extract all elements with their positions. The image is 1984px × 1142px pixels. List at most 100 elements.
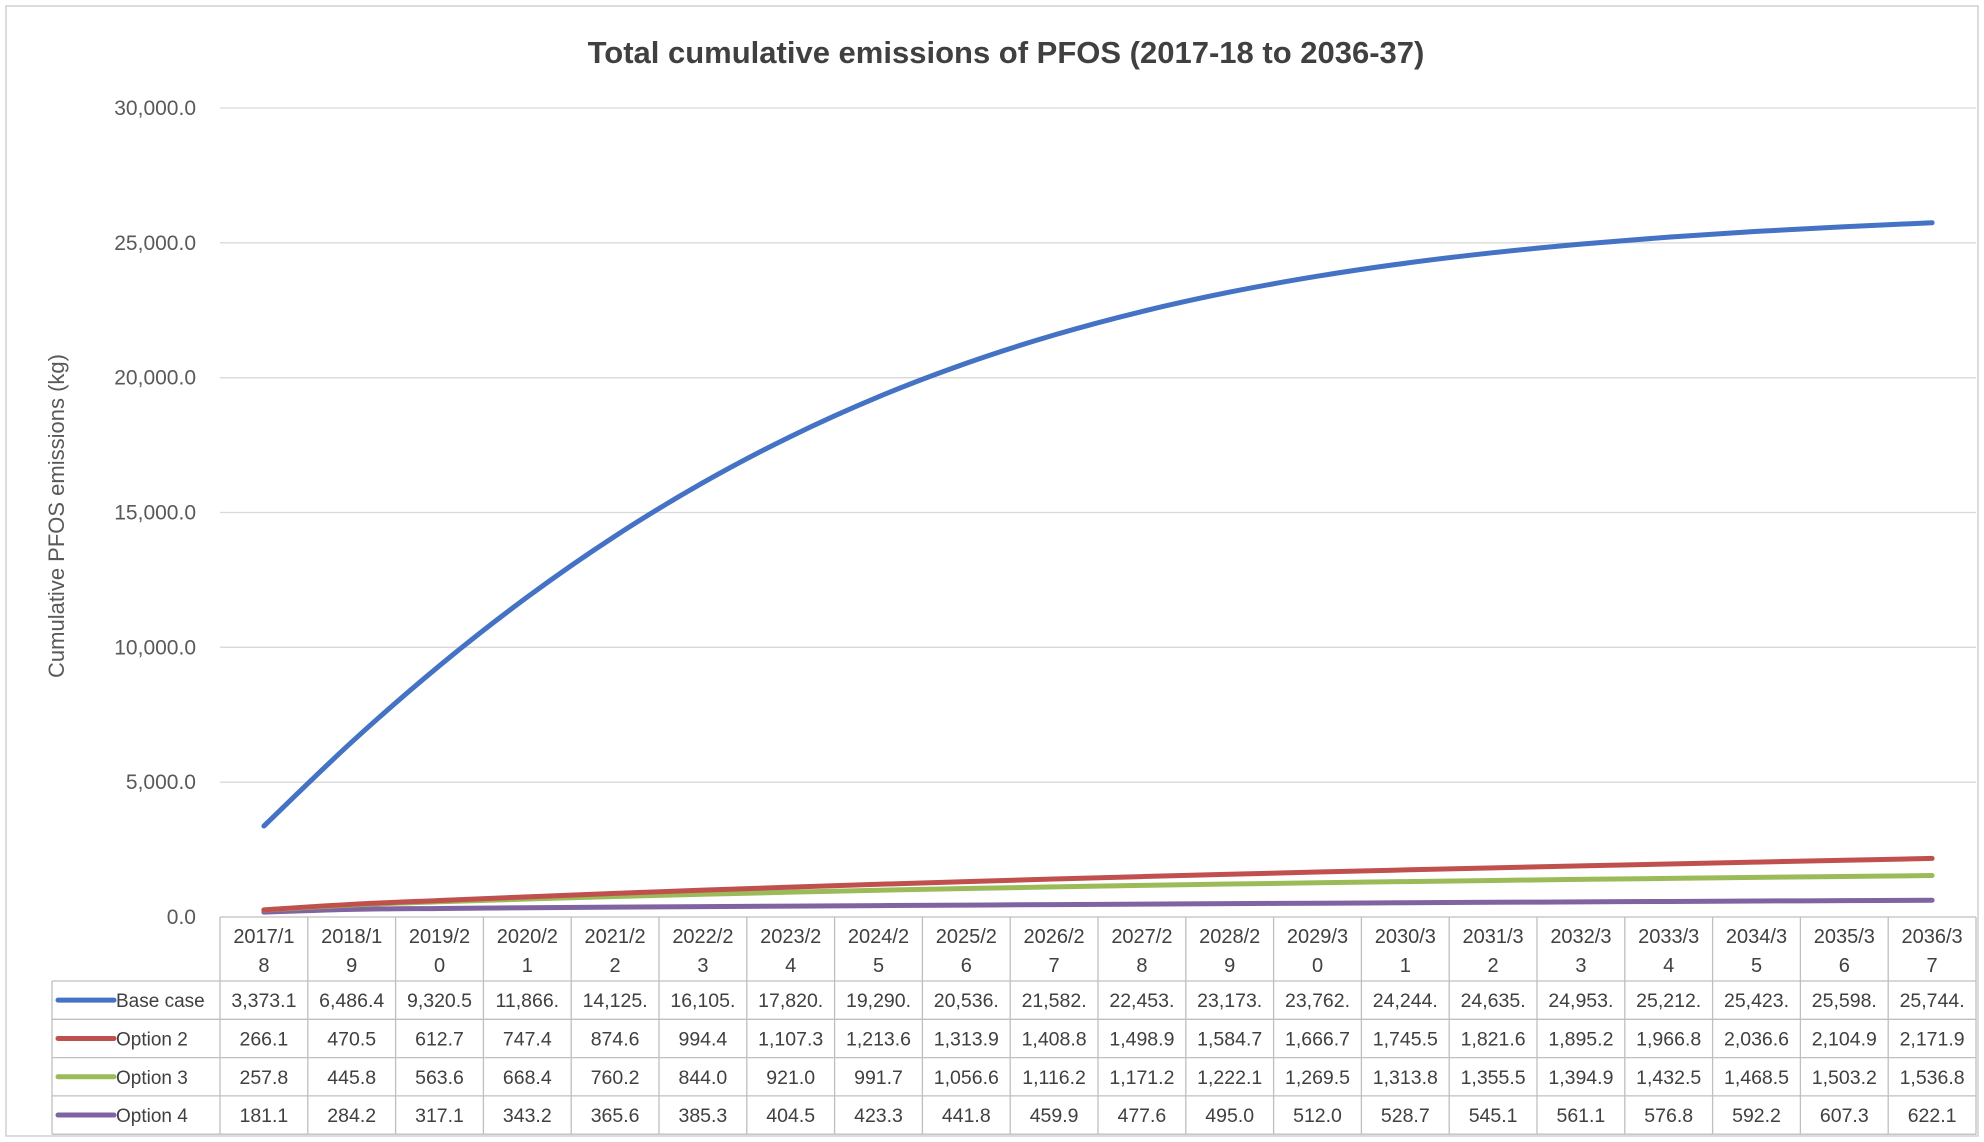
category-label: 2035/3 6 <box>1814 926 1875 977</box>
category-label-part: 2023/2 <box>760 926 821 948</box>
category-label-part: 2020/2 <box>497 926 558 948</box>
table-cell: 11,866. <box>495 990 559 1012</box>
table-cell: 317.1 <box>415 1105 464 1127</box>
table-cell: 612.7 <box>415 1028 464 1050</box>
table-cell: 24,244. <box>1373 990 1438 1012</box>
category-label: 2024/2 5 <box>848 926 909 977</box>
y-tick-label: 10,000.0 <box>114 636 196 659</box>
category-label-part: 8 <box>1136 955 1147 977</box>
category-label-part: 2030/3 <box>1375 926 1436 948</box>
legend-label: Option 2 <box>116 1029 188 1050</box>
table-cell: 14,125. <box>583 990 648 1012</box>
table-cell: 563.6 <box>415 1067 464 1089</box>
series-line <box>261 855 1935 913</box>
table-cell: 607.3 <box>1820 1105 1869 1127</box>
category-label-part: 1 <box>1400 955 1411 977</box>
y-tick-label: 20,000.0 <box>114 367 196 390</box>
series-line <box>261 220 1935 829</box>
category-label-part: 2022/2 <box>672 926 733 948</box>
category-label-part: 2018/1 <box>321 926 382 948</box>
table-cell: 1,394.9 <box>1548 1067 1613 1089</box>
category-label-part: 2036/3 <box>1902 926 1963 948</box>
table-cell: 6,486.4 <box>319 990 384 1012</box>
table-cell: 592.2 <box>1732 1105 1781 1127</box>
table-cell: 1,171.2 <box>1109 1067 1174 1089</box>
category-label-part: 9 <box>1224 955 1235 977</box>
table-cell: 385.3 <box>678 1105 727 1127</box>
table-cell: 622.1 <box>1908 1105 1957 1127</box>
y-tick-label: 0.0 <box>167 906 196 929</box>
category-label-part: 2028/2 <box>1199 926 1260 948</box>
table-cell: 24,635. <box>1461 990 1526 1012</box>
table-cell: 25,423. <box>1724 990 1789 1012</box>
table-cell: 181.1 <box>239 1105 288 1127</box>
category-label: 2017/1 8 <box>233 926 294 977</box>
category-label-part: 2 <box>1488 955 1499 977</box>
table-cell: 991.7 <box>854 1067 903 1089</box>
table-cell: 1,355.5 <box>1461 1067 1526 1089</box>
table-cell: 1,666.7 <box>1285 1028 1350 1050</box>
table-cell: 528.7 <box>1381 1105 1430 1127</box>
legend-label: Option 4 <box>116 1106 188 1127</box>
category-label-part: 5 <box>1751 955 1762 977</box>
table-cell: 25,598. <box>1812 990 1877 1012</box>
table-cell: 25,744. <box>1900 990 1965 1012</box>
table-cell: 561.1 <box>1556 1105 1605 1127</box>
table-cell: 1,503.2 <box>1812 1067 1877 1089</box>
table-cell: 1,536.8 <box>1900 1067 1965 1089</box>
category-label-part: 2019/2 <box>409 926 470 948</box>
table-cell: 1,107.3 <box>758 1028 823 1050</box>
category-label-part: 2021/2 <box>585 926 646 948</box>
table-cell: 445.8 <box>327 1067 376 1089</box>
data-table: 2017/1 8 2018/1 9 2019/2 0 2020/2 1 2021/2 2 2022/… <box>51 916 1977 1135</box>
table-cell: 257.8 <box>239 1067 288 1089</box>
table-cell: 1,116.2 <box>1022 1067 1086 1089</box>
table-cell: 23,762. <box>1285 990 1350 1012</box>
category-label: 2018/1 9 <box>321 926 382 977</box>
series-lines <box>261 220 1935 915</box>
category-label-part: 1 <box>522 955 533 977</box>
table-cell: 921.0 <box>766 1067 815 1089</box>
category-label-part: 6 <box>1839 955 1850 977</box>
category-label: 2019/2 0 <box>409 926 470 977</box>
y-tick-label: 25,000.0 <box>114 232 196 255</box>
category-label-part: 2034/3 <box>1726 926 1787 948</box>
table-cell: 844.0 <box>678 1067 727 1089</box>
category-label: 2020/2 1 <box>497 926 558 977</box>
category-label-part: 5 <box>873 955 884 977</box>
gridlines <box>220 107 1976 783</box>
category-label-part: 2017/1 <box>233 926 294 948</box>
table-cell: 1,269.5 <box>1285 1067 1350 1089</box>
category-label-part: 2 <box>610 955 621 977</box>
category-label: 2025/2 6 <box>936 926 997 977</box>
table-cell: 1,313.9 <box>934 1028 999 1050</box>
category-label-part: 2032/3 <box>1550 926 1611 948</box>
table-cell: 22,453. <box>1109 990 1174 1012</box>
series-line <box>261 897 1935 915</box>
category-label-part: 4 <box>785 955 796 977</box>
category-label: 2022/2 3 <box>672 926 733 977</box>
table-cell: 20,536. <box>934 990 999 1012</box>
category-label: 2031/3 2 <box>1463 926 1524 977</box>
table-cell: 3,373.1 <box>231 990 296 1012</box>
table-cell: 21,582. <box>1022 990 1087 1012</box>
table-cell: 441.8 <box>942 1105 991 1127</box>
category-label: 2034/3 5 <box>1726 926 1787 977</box>
category-label: 2023/2 4 <box>760 926 821 977</box>
y-axis-label: Cumulative PFOS emissions (kg) <box>44 354 69 678</box>
category-label-part: 6 <box>961 955 972 977</box>
table-cell: 477.6 <box>1117 1105 1166 1127</box>
table-cell: 495.0 <box>1205 1105 1254 1127</box>
table-cell: 1,745.5 <box>1373 1028 1438 1050</box>
table-cell: 1,498.9 <box>1109 1028 1174 1050</box>
table-cell: 25,212. <box>1636 990 1701 1012</box>
table-cell: 1,056.6 <box>934 1067 999 1089</box>
table-cell: 284.2 <box>327 1105 376 1127</box>
category-label: 2030/3 1 <box>1375 926 1436 977</box>
category-label-part: 9 <box>346 955 357 977</box>
table-cell: 760.2 <box>591 1067 640 1089</box>
category-label-part: 7 <box>1927 955 1938 977</box>
category-label-part: 4 <box>1663 955 1674 977</box>
table-cell: 512.0 <box>1293 1105 1342 1127</box>
